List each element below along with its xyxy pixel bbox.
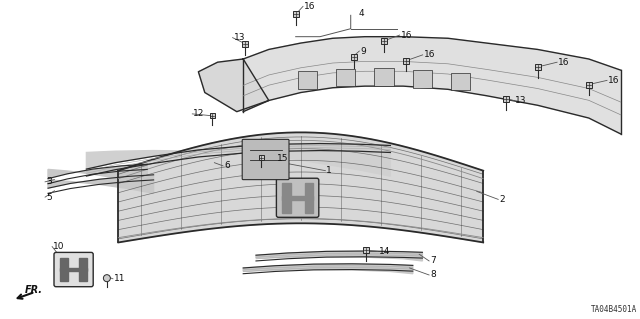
Polygon shape — [48, 175, 154, 193]
Bar — [298, 71, 317, 88]
Polygon shape — [48, 164, 147, 184]
Bar — [363, 248, 369, 253]
Bar — [292, 11, 299, 17]
Polygon shape — [256, 251, 422, 261]
Bar — [413, 70, 432, 87]
Text: 3: 3 — [46, 177, 52, 186]
Bar — [403, 58, 410, 63]
Bar — [351, 54, 357, 60]
Text: 5: 5 — [46, 193, 52, 202]
Polygon shape — [118, 132, 483, 242]
Text: 6: 6 — [224, 161, 230, 170]
Bar — [259, 155, 264, 160]
Bar — [381, 38, 387, 44]
Text: 16: 16 — [424, 50, 435, 59]
Text: 15: 15 — [276, 154, 288, 163]
Text: 14: 14 — [379, 247, 390, 256]
Text: 11: 11 — [114, 274, 125, 283]
Bar — [336, 69, 355, 86]
Text: 2: 2 — [499, 195, 505, 204]
Bar — [502, 96, 509, 102]
Bar — [210, 113, 215, 118]
Text: 10: 10 — [53, 242, 65, 251]
Bar — [586, 82, 592, 87]
Polygon shape — [60, 258, 68, 281]
Circle shape — [104, 275, 110, 282]
Bar — [242, 41, 248, 47]
Text: 8: 8 — [430, 271, 436, 279]
Text: 4: 4 — [358, 9, 364, 18]
Polygon shape — [60, 268, 87, 271]
Polygon shape — [86, 144, 390, 176]
Polygon shape — [79, 258, 87, 281]
Text: FR.: FR. — [25, 285, 43, 295]
Bar — [534, 64, 541, 70]
Text: 1: 1 — [326, 166, 332, 175]
Text: 16: 16 — [304, 2, 316, 11]
Text: 13: 13 — [234, 33, 245, 42]
Polygon shape — [243, 37, 621, 134]
Text: TA04B4501A: TA04B4501A — [591, 305, 637, 314]
FancyBboxPatch shape — [54, 252, 93, 287]
Bar — [451, 73, 470, 90]
FancyBboxPatch shape — [276, 178, 319, 217]
FancyBboxPatch shape — [242, 139, 289, 180]
Text: 16: 16 — [401, 31, 412, 40]
Text: 16: 16 — [608, 76, 620, 85]
Polygon shape — [282, 183, 291, 213]
Polygon shape — [198, 59, 269, 112]
Text: 12: 12 — [193, 109, 205, 118]
Bar — [374, 69, 394, 86]
Text: 16: 16 — [558, 58, 570, 67]
Text: 9: 9 — [360, 47, 366, 56]
Text: 7: 7 — [430, 256, 436, 265]
Text: 13: 13 — [515, 96, 526, 105]
Polygon shape — [282, 196, 313, 200]
Polygon shape — [305, 183, 313, 213]
Polygon shape — [243, 264, 413, 274]
